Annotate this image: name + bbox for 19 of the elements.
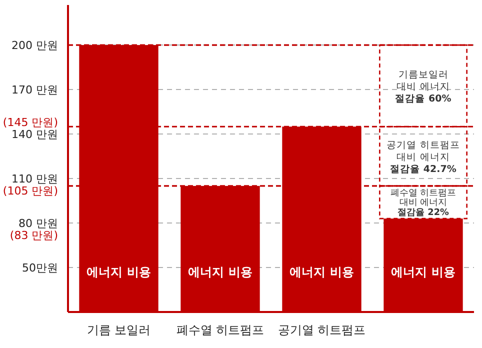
y-tick-label: 140 만원 [12, 128, 58, 142]
annotation: 공기열 히트펌프 대비 에너지 절감율 42.7% [386, 140, 460, 175]
text: 에너지 비용 [391, 265, 456, 279]
text: 에너지 비용 [188, 265, 252, 279]
x-tick-label: 기름 보일러 [86, 323, 151, 337]
text: (83 만원) [10, 229, 58, 242]
y-tick-label: 200 만원 [12, 39, 58, 52]
series-label: 에너지 비용 [290, 265, 354, 279]
y-tick-label: 110 만원 [12, 172, 58, 186]
annotation: 폐수열 히트펌프 대비 에너지 절감율 22% [390, 188, 456, 218]
ref-line-label: (105 만원) [2, 184, 58, 198]
x-tick-label: 공기열 히트펌프 [278, 323, 366, 337]
annotation: 기름보일러 대비 에너지 절감율 60% [395, 69, 452, 104]
ref-line-label: (145 만원) [2, 116, 58, 130]
y-tick-label: 50만원 [22, 262, 58, 275]
y-tick-label: 170 만원 [12, 84, 58, 97]
y-tick-label: 80 만원 [18, 217, 58, 230]
x-tick-label: 폐수열 히트펌프 [176, 323, 264, 337]
text: 에너지 비용 [86, 265, 151, 279]
